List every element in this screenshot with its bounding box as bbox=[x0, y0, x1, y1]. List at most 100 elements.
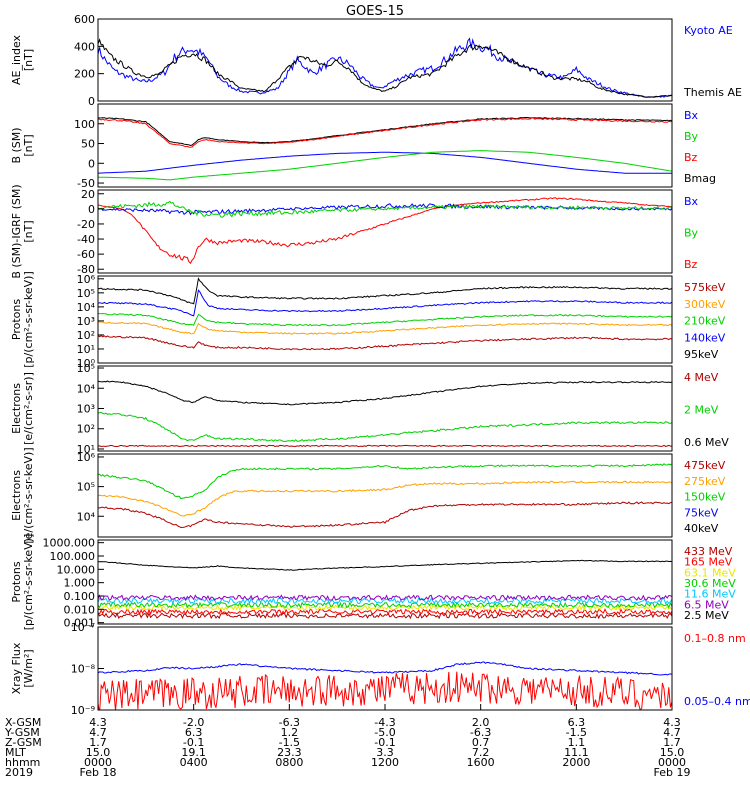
legend-bx: Bx bbox=[684, 109, 699, 122]
panel-frame bbox=[97, 275, 673, 364]
x-cell: 2000 bbox=[562, 756, 590, 769]
x-cell: 4.7 bbox=[89, 726, 107, 739]
series-275kev bbox=[98, 480, 672, 517]
y-axis-label: Xray Flux bbox=[10, 642, 23, 694]
series-210kev bbox=[98, 312, 672, 327]
series-6-5-mev bbox=[98, 594, 672, 602]
y-tick-label: 200 bbox=[74, 68, 95, 81]
series-63-1-mev bbox=[98, 604, 672, 612]
series-4-mev bbox=[98, 444, 672, 448]
series-140kev bbox=[98, 289, 672, 317]
y-tick-label: 20 bbox=[81, 188, 95, 201]
series-300kev bbox=[98, 321, 672, 335]
y-tick-label: 100.000 bbox=[50, 550, 96, 563]
series-group bbox=[98, 117, 672, 181]
y-tick-label: 0 bbox=[88, 157, 95, 170]
x-cell: 0400 bbox=[180, 756, 208, 769]
x-row-label: Z-GSM bbox=[5, 736, 42, 749]
legend-140kev: 140keV bbox=[684, 331, 726, 344]
y-tick-label: 10³ bbox=[77, 315, 95, 328]
series-165-mev bbox=[98, 608, 672, 616]
series-group bbox=[98, 454, 672, 529]
y-tick-label: 400 bbox=[74, 40, 95, 53]
y-axis-label: [W/m²] bbox=[22, 649, 35, 687]
x-cell: 11.1 bbox=[564, 746, 589, 759]
legend-63-1-mev: 63.1 MeV bbox=[684, 566, 736, 579]
panel-7: 1000.000100.00010.0001.0000.1000.0100.00… bbox=[10, 534, 736, 631]
legend-by: By bbox=[684, 130, 699, 143]
series-group bbox=[98, 197, 672, 265]
panel-6: 10⁶ 10⁵ 10⁴ Electrons [e/(cm²-s-sr-keV)] 475k… bbox=[10, 447, 726, 543]
legend-575kev: 575keV bbox=[684, 281, 726, 294]
series-group bbox=[98, 661, 672, 710]
y-tick-label: 10² bbox=[77, 329, 95, 342]
x-cell: 3.3 bbox=[376, 746, 394, 759]
series-group bbox=[98, 37, 672, 98]
legend-themis-ae: Themis AE bbox=[683, 86, 742, 99]
legend-95kev: 95keV bbox=[684, 348, 719, 361]
series-150kev bbox=[98, 463, 672, 500]
x-cell: Feb 19 bbox=[654, 766, 691, 779]
y-tick-label: 10² bbox=[77, 423, 95, 436]
y-tick-label: 10⁵ bbox=[77, 287, 95, 300]
legend-0-05-0-4-nm: 0.05–0.4 nm bbox=[684, 695, 750, 708]
legend-75kev: 75keV bbox=[684, 506, 719, 519]
panel-2: 100 50 0 -50 B (SM) [nT] Bx By Bz Bmag bbox=[10, 103, 716, 190]
legend-bz: Bz bbox=[684, 151, 698, 164]
y-tick-label: 10⁶ bbox=[77, 273, 96, 286]
series-group bbox=[98, 380, 672, 448]
legend-30-6-mev: 30.6 MeV bbox=[684, 577, 736, 590]
series-kyoto-ae bbox=[98, 37, 672, 98]
series-95kev bbox=[98, 277, 672, 305]
y-tick-label: 1.000 bbox=[64, 577, 96, 590]
y-tick-label: 1000.000 bbox=[43, 537, 96, 550]
panel-1: 600 400 200 0 AE_index [nT] Kyoto AE Themis AE bbox=[10, 13, 742, 108]
series-bx bbox=[98, 151, 672, 174]
legend-bz: Bz bbox=[684, 258, 698, 271]
y-tick-label: -20 bbox=[77, 218, 95, 231]
y-tick-label: -50 bbox=[77, 177, 95, 190]
x-cell: 15.0 bbox=[86, 746, 111, 759]
x-row-label: X-GSM bbox=[5, 716, 41, 729]
legend-bmag: Bmag bbox=[684, 172, 716, 185]
series-by bbox=[98, 150, 672, 181]
y-axis-label: B (SM)-IGRF (SM) bbox=[10, 184, 23, 278]
legend-2-5-mev: 2.5 MeV bbox=[684, 609, 729, 622]
legend-bx: Bx bbox=[684, 195, 699, 208]
legend-275kev: 275keV bbox=[684, 475, 726, 488]
y-tick-label: 10¹ bbox=[77, 343, 95, 356]
legend-4-mev: 4 MeV bbox=[684, 371, 719, 384]
legend-kyoto-ae: Kyoto AE bbox=[684, 24, 733, 37]
legend-150kev: 150keV bbox=[684, 491, 726, 504]
x-cell: 0.7 bbox=[472, 736, 490, 749]
x-cell: 1600 bbox=[467, 756, 495, 769]
y-tick-label: 10.000 bbox=[57, 563, 96, 576]
x-cell: 1.1 bbox=[568, 736, 586, 749]
x-cell: 1.7 bbox=[89, 736, 107, 749]
series-themis-ae bbox=[98, 38, 672, 98]
y-tick-label: 100 bbox=[74, 118, 95, 131]
x-cell: 7.2 bbox=[472, 746, 490, 759]
y-tick-label: 50 bbox=[81, 138, 95, 151]
x-cell: 4.3 bbox=[663, 716, 681, 729]
y-tick-label: 10⁻⁷ bbox=[71, 621, 95, 634]
panel-frame bbox=[97, 18, 673, 102]
panel-8: 10⁻⁷ 10⁻⁸ 10⁻⁹ Xray Flux [W/m²] 0.1–0.8 nm 0.0… bbox=[10, 621, 750, 717]
legend-475kev: 475keV bbox=[684, 459, 726, 472]
x-cell: -1.5 bbox=[566, 726, 587, 739]
y-tick-label: 10⁴ bbox=[77, 301, 96, 314]
y-tick-label: 10⁻⁹ bbox=[71, 704, 95, 717]
y-tick-label: 10⁻⁸ bbox=[71, 663, 96, 676]
x-cell: 1.2 bbox=[281, 726, 299, 739]
series-group bbox=[98, 277, 672, 351]
y-tick-label: 10⁴ bbox=[77, 510, 96, 523]
y-tick-label: 10⁵ bbox=[77, 362, 95, 375]
x-cell: 1200 bbox=[371, 756, 399, 769]
y-tick-label: 0 bbox=[88, 203, 95, 216]
series-0-1-0-8-nm bbox=[98, 661, 672, 676]
series-0-6-mev bbox=[98, 380, 672, 406]
legend-by: By bbox=[684, 227, 699, 240]
x-cell: -4.3 bbox=[374, 716, 395, 729]
x-cell: Feb 18 bbox=[80, 766, 117, 779]
panel-3: 20 0 -20 -40 -60 -80 B (SM)-IGRF (SM) [nT] Bx By B… bbox=[10, 184, 699, 278]
